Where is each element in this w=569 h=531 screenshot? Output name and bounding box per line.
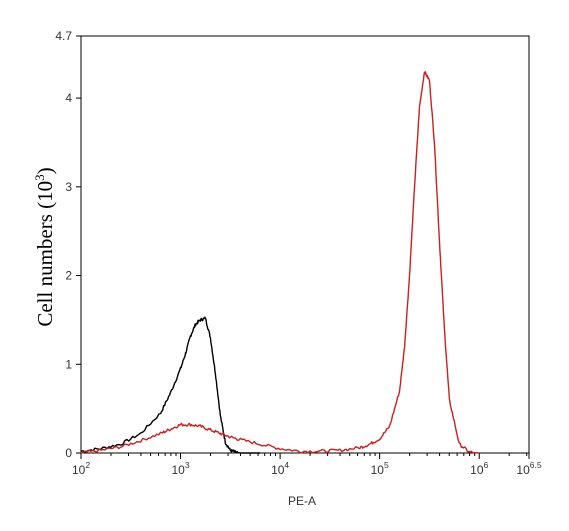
y-tick-label: 1	[65, 357, 72, 371]
x-axis-ticks: 102 103 104 105 106 106.5	[72, 453, 542, 477]
y-axis-label-close: )	[33, 167, 57, 174]
y-axis-label: Cell numbers (103)	[32, 167, 57, 326]
x-tick-label: 106.5	[516, 460, 541, 477]
x-axis-label: PE-A	[288, 494, 316, 508]
series-layer	[80, 71, 480, 454]
x-tick-label: 104	[271, 460, 289, 477]
x-tick-label: 102	[72, 460, 90, 477]
y-tick-label: 4	[65, 91, 72, 105]
y-tick-label: 4.7	[55, 29, 72, 43]
plot-border	[80, 35, 530, 454]
y-axis-label-exponent: 3	[32, 174, 47, 181]
y-tick-label: 0	[65, 446, 72, 460]
x-tick-label: 105	[371, 460, 389, 477]
y-tick-label: 3	[65, 180, 72, 194]
plot-frame	[80, 35, 530, 454]
y-axis-label-text: Cell numbers (10	[33, 181, 57, 327]
y-axis-ticks: 0 1 2 3 4 4.7	[55, 29, 81, 460]
series-line-black	[80, 316, 261, 454]
series-line-red	[80, 71, 480, 454]
x-tick-label: 106	[470, 460, 488, 477]
x-tick-label: 103	[172, 460, 190, 477]
y-tick-label: 2	[65, 269, 72, 283]
